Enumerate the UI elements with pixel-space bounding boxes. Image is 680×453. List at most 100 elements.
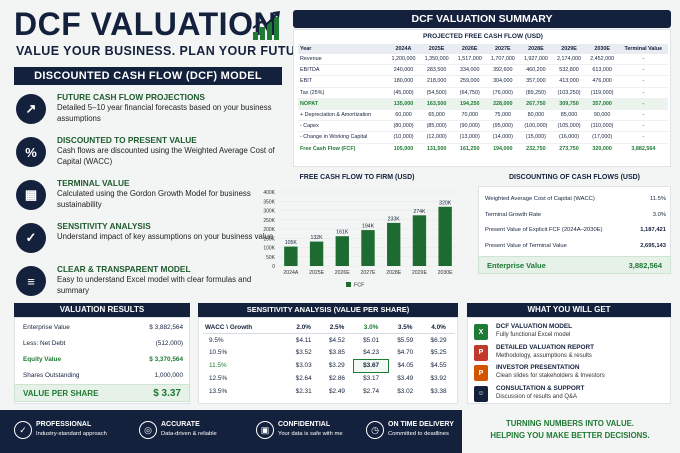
feature-item: ↗ FUTURE CASH FLOW PROJECTIONS Detailed 5–… [16, 92, 284, 128]
table-cell: Free Cash Flow (FCF) [300, 145, 356, 152]
x-tick-label: 2029E [412, 270, 428, 276]
powerpoint-icon: P [474, 365, 488, 381]
table-cell: 273,750 [559, 145, 579, 152]
deliverable-item: P DETAILED VALUATION REPORT Methodology, a… [474, 344, 670, 364]
table-cell: 194,000 [493, 145, 513, 152]
sensitivity-cell: $4.52 [328, 336, 345, 344]
table-cell: 1,927,000 [519, 54, 553, 66]
sensitivity-cell: $4.11 [295, 336, 312, 344]
column-header: 2029E [552, 44, 586, 54]
table-cell: (103,250) [552, 87, 586, 99]
table-cell: (85,000) [420, 120, 454, 133]
percent-icon: % [16, 137, 46, 167]
feature-desc: Easy to understand Excel model with clea… [57, 275, 252, 295]
sensitivity-cell: $6.29 [430, 336, 447, 344]
target-icon: ◎ [139, 421, 157, 439]
table-cell: - [618, 109, 668, 122]
fcf-bar-chart-svg: 0 50K 100K 150K 200K 250K 300K 350K 400K 105K 2024… [263, 190, 458, 289]
x-tick-label: 2027E [360, 270, 376, 276]
sensitivity-cell: $2.31 [295, 387, 312, 395]
table-cell: 161,250 [459, 145, 480, 152]
tagline: VALUE YOUR BUSINESS. PLAN YOUR FUTURE. [16, 44, 318, 58]
y-tick-label: 150K [263, 236, 275, 242]
table-cell: 232,750 [526, 145, 546, 152]
data-label: 161K [336, 230, 349, 236]
feature-title: SENSITIVITY ANALYSIS [57, 221, 151, 231]
footer-item-title: ON TIME DELIVERY [388, 421, 454, 428]
table-cell: (13,000) [453, 131, 487, 144]
closing-line-1: TURNING NUMBERS INTO VALUE. [506, 419, 634, 428]
table-cell: 70,000 [453, 109, 487, 122]
sensitivity-corner: WACC \ Growth [203, 321, 288, 335]
sensitivity-cell: $5.59 [397, 336, 414, 344]
table-cell: - [618, 131, 668, 144]
discount-row: Present Value of Terminal Value 2,695,143 [485, 243, 666, 249]
valuation-value: $ 3,370,564 [149, 356, 183, 363]
sensitivity-cell: $3.02 [397, 387, 414, 395]
feature-item: ≡ CLEAR & TRANSPARENT MODEL Easy to unders… [16, 264, 284, 300]
table-cell: 357,000 [585, 98, 619, 110]
table-cell: - [618, 120, 668, 133]
table-cell: (90,000) [453, 120, 487, 133]
valuation-label: Less: Net Debt [23, 340, 66, 347]
bar [412, 215, 427, 266]
x-tick-label: 2026E [335, 270, 351, 276]
sensitivity-cell: $2.74 [363, 387, 380, 395]
footer-item-title: ACCURATE [161, 421, 200, 428]
discount-label: Terminal Growth Rate [485, 211, 542, 218]
table-cell: (17,000) [585, 131, 619, 144]
what-you-get-panel: X DCF VALUATION MODEL Fully functional Exc… [467, 317, 671, 404]
table-cell: - Capex [298, 120, 387, 133]
shield-icon: ✓ [14, 421, 32, 439]
table-cell: 85,000 [552, 109, 586, 122]
wacc-label: 11.5% [209, 362, 227, 370]
legend-swatch [346, 282, 351, 287]
sensitivity-cell: $5.01 [363, 336, 380, 344]
table-cell: 283,500 [420, 64, 454, 77]
table-cell: NOPAT [298, 98, 387, 110]
valuation-value: $ 3,882,564 [149, 324, 183, 331]
table-cell: 163,500 [420, 98, 454, 110]
discount-label: Present Value of Terminal Value [485, 242, 567, 249]
data-label: 132K [311, 235, 324, 241]
growth-header: 2.0% [287, 321, 321, 335]
deliverable-title: CONSULTATION & SUPPORT [496, 384, 585, 392]
y-tick-label: 400K [263, 190, 275, 196]
table-cell: 1,707,000 [486, 54, 520, 66]
sensitivity-cell: $3.85 [328, 349, 345, 357]
table-cell: (64,750) [453, 87, 487, 99]
footer-item-sub: Data-driven & reliable [161, 431, 217, 437]
table-cell: - [618, 54, 668, 66]
deliverable-title: DCF VALUATION MODEL [496, 323, 573, 330]
table-cell: - [618, 64, 668, 77]
table-cell: (89,250) [519, 87, 553, 99]
feature-title: CLEAR & TRANSPARENT MODEL [57, 264, 191, 274]
table-cell: 218,000 [420, 75, 454, 88]
table-row: NOPAT 135,000 163,500 194,250 228,000 267,750… [298, 98, 668, 110]
table-cell: (110,000) [585, 120, 619, 133]
y-tick-label: 0 [272, 264, 275, 270]
footer-bar: ✓ PROFESSIONAL Industry-standard approach ◎… [0, 410, 462, 453]
sensitivity-cell: $3.67 [353, 358, 389, 373]
deliverable-item: ☺ CONSULTATION & SUPPORT Discussion of res… [474, 385, 670, 405]
x-tick-label: 2028E [386, 270, 402, 276]
sensitivity-cell: $4.70 [397, 349, 414, 357]
sensitivity-cell: $3.29 [328, 362, 345, 370]
table-cell: 460,200 [519, 64, 553, 77]
closing-message: TURNING NUMBERS INTO VALUE. HELPING YOU … [468, 418, 672, 442]
table-cell: (119,000) [585, 87, 619, 99]
footer-item-sub: Committed to deadlines [388, 431, 449, 437]
table-cell: (15,000) [519, 131, 553, 144]
table-cell: (100,000) [519, 120, 553, 133]
discount-value: 2,695,143 [640, 242, 666, 249]
sensitivity-row: 10.5% $3.52 $3.85 $4.23 $4.70 $5.25 [203, 346, 455, 359]
bar [335, 236, 349, 266]
table-cell: 3,882,564 [631, 145, 656, 152]
y-tick-label: 250K [263, 218, 275, 224]
clock-icon: ◷ [366, 421, 384, 439]
table-cell: Revenue [298, 54, 387, 66]
value-per-share-row: VALUE PER SHARE $ 3.37 [14, 384, 190, 402]
deliverable-item: X DCF VALUATION MODEL Fully functional Exc… [474, 323, 670, 343]
growth-header: 4.0% [422, 321, 455, 335]
sensitivity-cell: $3.38 [430, 387, 447, 395]
